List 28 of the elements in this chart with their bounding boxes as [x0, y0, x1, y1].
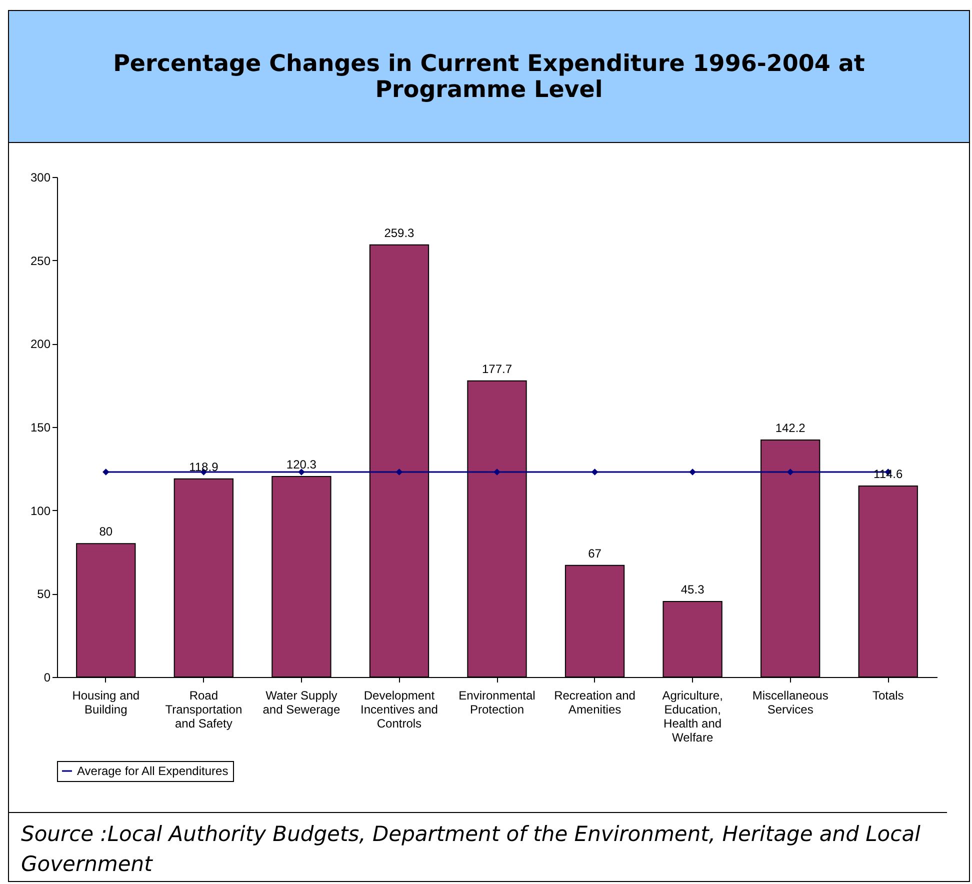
x-tick-label: Water Supply and Sewerage	[262, 688, 340, 716]
x-tick-label: Agriculture, Education, Health and Welfare	[662, 688, 723, 744]
y-tick-label: 300	[30, 170, 51, 184]
data-label: 177.7	[482, 362, 512, 376]
chart-title: Percentage Changes in Current Expenditure 1996-2004 at Programme Level	[9, 11, 969, 143]
legend-label: Average for All Expenditures	[77, 764, 228, 778]
x-tick-label: Miscellaneous Services	[752, 688, 828, 716]
data-label: 120.3	[286, 458, 317, 472]
source-note: Source :Local Authority Budgets, Department of the Environment, Heritage and Local Government	[20, 821, 922, 878]
y-tick-label: 50	[37, 587, 51, 602]
data-label: 114.6	[874, 467, 904, 481]
y-tick-label: 150	[30, 420, 51, 434]
data-label: 142.2	[775, 421, 806, 435]
x-tick-label: Totals	[872, 688, 904, 702]
data-label: 67	[588, 546, 602, 560]
data-label: 259.3	[384, 226, 415, 240]
y-tick-label: 250	[30, 254, 51, 268]
x-tick-label: Road Transportation and Safety	[165, 688, 242, 730]
y-tick-label: 100	[30, 504, 51, 518]
data-label: 80	[99, 524, 113, 539]
x-tick-label: Recreation and Amenities	[554, 688, 636, 716]
data-label: 118.9	[189, 460, 219, 474]
y-tick-label: 0	[44, 670, 51, 684]
x-tick-label: Housing and Building	[72, 688, 140, 716]
x-tick-label: Environmental Protection	[458, 688, 536, 716]
data-label: 45.3	[680, 582, 705, 596]
y-tick-label: 200	[30, 337, 51, 352]
x-tick-label: Development Incentives and Controls	[360, 688, 438, 730]
